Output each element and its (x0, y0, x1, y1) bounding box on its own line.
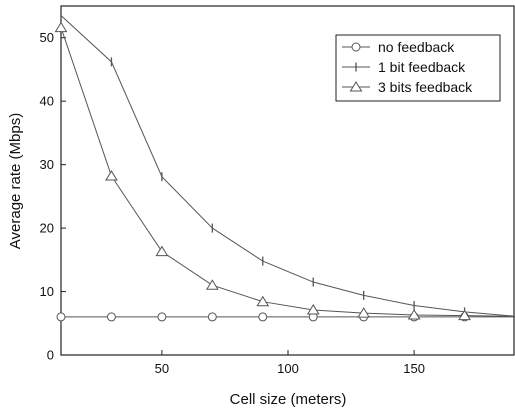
x-tick-label: 150 (403, 361, 425, 376)
legend-marker (349, 81, 363, 92)
data-point (155, 245, 169, 257)
y-tick-label: 40 (40, 94, 54, 109)
data-point (357, 307, 371, 318)
data-point (157, 312, 167, 322)
data-point (54, 21, 68, 33)
series-line (60, 15, 515, 317)
y-axis-title: Average rate (Mbps) (7, 113, 24, 249)
x-tick-label: 50 (155, 361, 169, 376)
data-point (458, 309, 471, 321)
legend-label: no feedback (378, 39, 455, 55)
legend-label: 3 bits feedback (378, 79, 473, 95)
y-tick-label: 0 (47, 348, 54, 363)
data-point (256, 295, 270, 307)
data-point (258, 312, 268, 322)
series-line (60, 27, 515, 317)
data-point (105, 170, 118, 181)
legend-box (335, 34, 501, 102)
x-tick-label: 100 (277, 361, 299, 376)
data-point (207, 312, 217, 322)
y-tick-label: 50 (40, 30, 54, 45)
data-point (56, 312, 66, 322)
data-point (306, 303, 320, 315)
legend-label: 1 bit feedback (378, 59, 466, 75)
data-point (205, 279, 219, 290)
data-point (106, 312, 116, 322)
plot-area: 0 10 20 30 40 50 50 100 150 no feedback 1 bit feed… (40, 5, 515, 376)
x-axis-title: Cell size (meters) (230, 391, 347, 408)
y-tick-label: 20 (40, 221, 54, 236)
data-point (407, 309, 421, 320)
y-tick-label: 30 (40, 157, 54, 172)
y-tick-label: 10 (40, 284, 54, 299)
legend-marker (351, 42, 361, 52)
